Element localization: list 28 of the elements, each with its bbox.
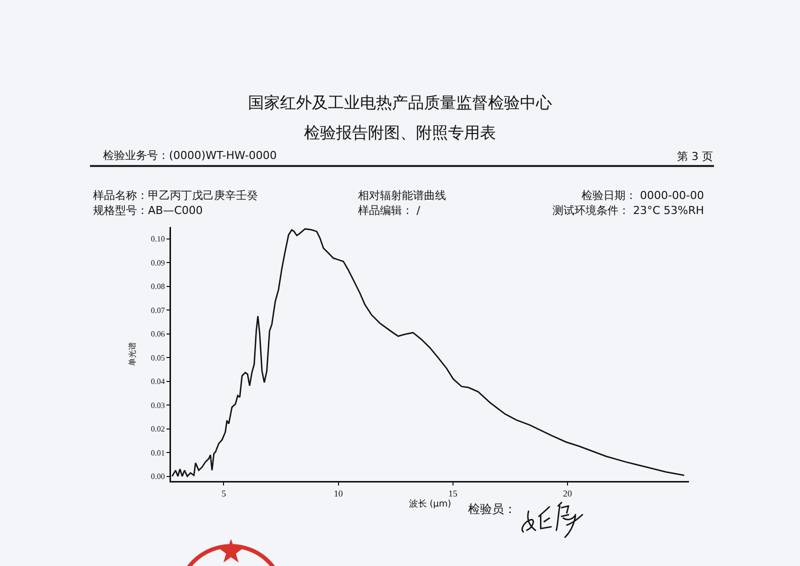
y-tick-label: 0.10 bbox=[150, 234, 165, 244]
y-tick-label: 0.03 bbox=[150, 400, 165, 410]
text: 样品名称：甲乙丙丁戊己庚辛壬癸 bbox=[93, 189, 258, 202]
chart-subtitle: 检验报告附图、附照专用表 bbox=[303, 123, 497, 142]
x-tick-label: 15 bbox=[448, 488, 458, 498]
text: 检验业务号：(0000)WT-HW-0000 bbox=[103, 149, 277, 162]
x-tick-label: 10 bbox=[334, 488, 344, 498]
y-tick-label: 0.09 bbox=[150, 258, 165, 268]
x-tick-label: 5 bbox=[221, 488, 226, 498]
y-tick-label: 0.00 bbox=[150, 472, 165, 482]
y-tick-label: 0.02 bbox=[150, 424, 165, 434]
text: 第 3 页 bbox=[677, 150, 713, 164]
y-tick-label: 0.04 bbox=[150, 377, 165, 386]
chart-title: 国家红外及工业电热产品质量监督检验中心 bbox=[247, 93, 553, 112]
y-tick-label: 0.08 bbox=[150, 282, 165, 292]
y-tick-label: 0.07 bbox=[150, 306, 165, 315]
text: 检验员： bbox=[468, 502, 516, 516]
y-axis-title: 单光谱 bbox=[128, 342, 137, 366]
text: 测试环境条件： 23°C 53%RH bbox=[552, 204, 704, 218]
text: 规格型号：AB—C000 bbox=[93, 204, 203, 218]
text: 相对辐射能谱曲线 bbox=[358, 189, 446, 202]
text: 检验日期： 0000-00-00 bbox=[582, 189, 704, 202]
x-tick-label: 20 bbox=[563, 488, 573, 498]
x-axis-title: 波长 (μm) bbox=[408, 498, 452, 510]
y-tick-label: 0.01 bbox=[150, 448, 165, 458]
y-tick-label: 0.06 bbox=[150, 330, 165, 339]
text: 样品编辑： / bbox=[358, 204, 420, 218]
y-tick-label: 0.05 bbox=[150, 353, 165, 362]
